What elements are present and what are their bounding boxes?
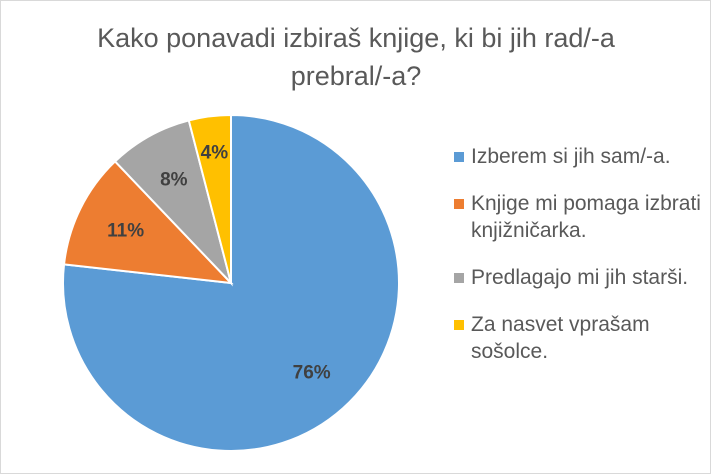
legend: Izberem si jih sam/-a. Knjige mi pomaga … [451,143,706,385]
legend-swatch [454,152,464,162]
pie-slice-izberem-si-jih-sam-a [62,113,400,452]
data-label-izberem-si-jih-sam-a: 76% [293,363,331,384]
legend-item-knjiznicarka: Knjige mi pomaga izbrati knjižničarka. [451,190,706,244]
pie-slice-knjige-mi-pomaga-izbrati-knjiznicarka [62,159,234,285]
pie-slice-za-nasvet-vprasam-sosolce [187,113,232,284]
data-label-predlagajo-mi-jih-starsi: 8% [160,170,188,191]
pie-slices [62,113,400,452]
legend-swatch [454,320,464,330]
data-label-za-nasvet-vprasam-sosolce: 4% [201,143,229,164]
pie-data-labels: 76% 11% 8% 4% [107,143,331,384]
data-label-knjige-mi-pomaga-izbrati-knjiznicarka: 11% [107,220,144,241]
legend-label: Za nasvet vprašam sošolce. [471,313,650,363]
legend-label: Predlagajo mi jih starši. [471,266,689,289]
legend-item-starsi: Predlagajo mi jih starši. [451,264,706,291]
legend-item-izberem: Izberem si jih sam/-a. [451,143,706,170]
chart-title: Kako ponavadi izbiraš knjige, ki bi jih … [97,23,615,91]
legend-label: Knjige mi pomaga izbrati knjižničarka. [471,192,701,242]
legend-label: Izberem si jih sam/-a. [471,145,671,168]
legend-swatch [454,199,464,209]
legend-swatch [454,273,464,283]
legend-item-sosolci: Za nasvet vprašam sošolce. [451,311,706,365]
